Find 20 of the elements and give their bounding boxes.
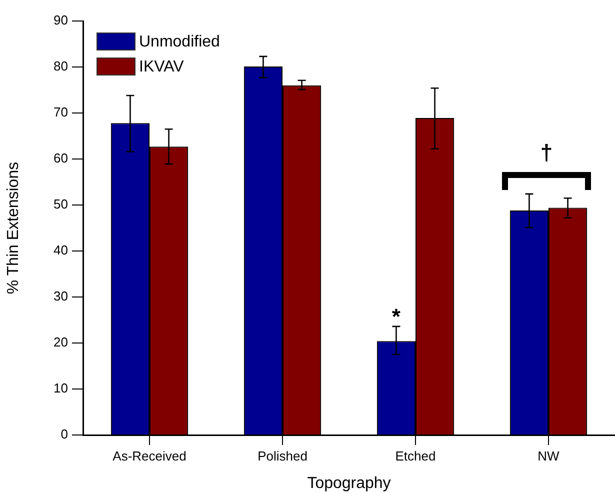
x-tick-label: NW <box>538 448 560 464</box>
annotation: * <box>392 304 401 329</box>
x-tick-label: Etched <box>395 448 436 464</box>
y-tick-label: 50 <box>54 196 68 212</box>
y-tick-label: 70 <box>54 104 68 120</box>
y-tick-label: 10 <box>54 380 68 396</box>
x-tick-label: Polished <box>258 448 308 464</box>
y-tick-label: 80 <box>54 58 68 74</box>
y-tick-label: 20 <box>54 334 68 350</box>
y-tick-label: 90 <box>54 12 68 28</box>
y-axis-title: % Thin Extensions <box>5 162 22 294</box>
y-tick-label: 40 <box>54 242 68 258</box>
x-axis-title: Topography <box>307 474 391 492</box>
legend-label: Unmodified <box>139 33 220 50</box>
y-tick-label: 30 <box>54 288 68 304</box>
y-tick-label: 60 <box>54 150 68 166</box>
x-tick-label: As-Received <box>112 448 186 464</box>
annotation: † <box>540 140 553 166</box>
y-tick-label: 0 <box>60 426 68 442</box>
legend-label: IKVAV <box>139 58 184 76</box>
